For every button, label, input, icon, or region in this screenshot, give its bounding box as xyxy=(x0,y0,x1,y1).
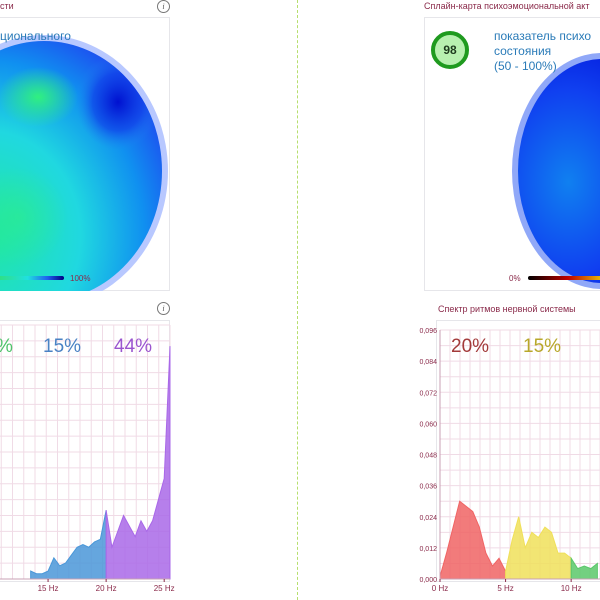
y-tick-label: 0,072 xyxy=(419,390,437,397)
x-tick-label: 25 Hz xyxy=(154,584,175,593)
y-tick-label: 0,012 xyxy=(419,546,437,553)
left-map-caption: ционального xyxy=(0,29,71,43)
y-tick-label: 0,024 xyxy=(419,515,437,522)
left-legend-max: 100% xyxy=(70,274,91,283)
x-tick-label: 15 Hz xyxy=(38,584,59,593)
right-map-title: Сплайн-карта психоэмоциональной акт xyxy=(424,1,590,11)
x-tick-label: 0 Hz xyxy=(432,584,448,593)
right-legend-min: 0% xyxy=(509,274,521,283)
right-pct-0: 20% xyxy=(451,336,490,357)
right-map-caption-line-2: состояния xyxy=(494,44,552,58)
left-pct-1: 15% xyxy=(43,336,82,357)
y-tick-label: 0,000 xyxy=(419,577,437,584)
right-pct-1: 15% xyxy=(523,336,562,357)
spectrum-band-1 xyxy=(105,346,171,580)
y-tick-label: 0,096 xyxy=(419,328,437,335)
info-icon[interactable]: i xyxy=(157,0,170,13)
column-divider xyxy=(297,0,298,600)
left-map-title: сти xyxy=(0,1,14,11)
y-tick-label: 0,084 xyxy=(419,359,437,366)
left-legend-bar xyxy=(0,276,64,280)
x-tick-label: 5 Hz xyxy=(497,584,513,593)
score-badge: 98 xyxy=(431,31,469,69)
spectrum-band-0 xyxy=(439,500,507,580)
y-tick-label: 0,060 xyxy=(419,421,437,428)
spectrum-band-2 xyxy=(570,556,598,580)
right-map-caption-line-1: показатель психо xyxy=(494,29,592,43)
spectrum-band-0 xyxy=(30,510,107,580)
left-pct-0: % xyxy=(0,336,13,358)
x-tick-label: 10 Hz xyxy=(561,584,582,593)
right-spline-map xyxy=(512,53,600,289)
x-tick-label: 20 Hz xyxy=(96,584,117,593)
left-spectrum-chart: 15 Hz 20 Hz 25 Hz xyxy=(0,324,175,593)
left-pct-2: 44% xyxy=(114,336,153,357)
right-map-caption-line-3: (50 - 100%) xyxy=(494,59,557,73)
right-spectrum-title: Спектр ритмов нервной системы xyxy=(438,304,576,314)
left-spline-map xyxy=(0,35,168,291)
right-legend-bar xyxy=(528,276,600,280)
y-tick-label: 0,048 xyxy=(419,453,437,460)
spectrum-band-1 xyxy=(505,516,572,580)
y-tick-label: 0,036 xyxy=(419,484,437,491)
info-icon[interactable]: i xyxy=(157,302,170,315)
